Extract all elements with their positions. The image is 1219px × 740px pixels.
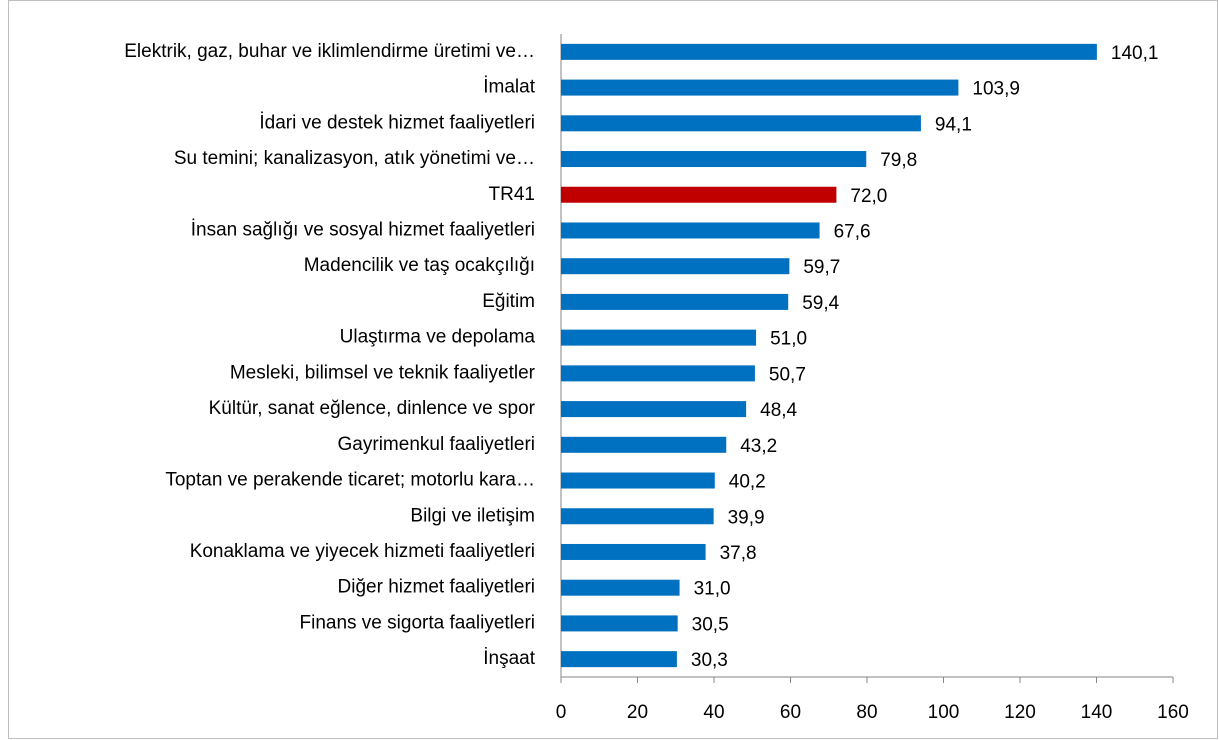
bar <box>561 651 677 668</box>
y-tick-label: Elektrik, gaz, buhar ve iklimlendirme ür… <box>124 41 535 62</box>
bar <box>561 222 820 239</box>
y-tick-label: Bilgi ve iletişim <box>410 505 535 526</box>
value-label: 103,9 <box>972 79 1020 100</box>
y-tick-label: Mesleki, bilimsel ve teknik faaliyetler <box>230 362 536 383</box>
bar <box>561 43 1097 60</box>
y-tick-label: Konaklama ve yiyecek hizmeti faaliyetler… <box>190 541 535 562</box>
value-label: 31,0 <box>694 579 731 600</box>
value-label: 50,7 <box>769 364 806 385</box>
value-label: 59,7 <box>803 257 840 278</box>
x-tick-label: 60 <box>780 702 801 723</box>
x-tick-label: 40 <box>703 702 724 723</box>
value-label: 51,0 <box>770 329 807 350</box>
bar <box>561 79 959 96</box>
y-tick-label: Gayrimenkul faaliyetleri <box>338 434 535 455</box>
value-label: 39,9 <box>728 507 765 528</box>
y-tick-label: Madencilik ve taş ocakçılığı <box>304 255 535 276</box>
value-label: 94,1 <box>935 114 972 135</box>
value-label: 40,2 <box>729 472 766 493</box>
x-tick-label: 120 <box>1004 702 1036 723</box>
y-tick-label: TR41 <box>489 184 535 205</box>
y-tick-label: İmalat <box>483 77 535 98</box>
value-label: 72,0 <box>850 186 887 207</box>
y-tick-label: Su temini; kanalizasyon, atık yönetimi v… <box>174 148 535 169</box>
bar <box>561 365 755 382</box>
value-label: 67,6 <box>834 221 871 242</box>
x-tick-label: 100 <box>928 702 960 723</box>
value-label: 30,5 <box>692 614 729 635</box>
y-tick-label: İdari ve destek hizmet faaliyetleri <box>259 112 535 133</box>
x-tick-label: 0 <box>556 702 567 723</box>
bar <box>561 293 789 310</box>
bar <box>561 472 715 489</box>
x-tick-label: 80 <box>856 702 877 723</box>
x-tick-label: 140 <box>1081 702 1113 723</box>
bar <box>561 186 837 203</box>
value-label: 30,3 <box>691 650 728 671</box>
value-label: 48,4 <box>760 400 797 421</box>
y-tick-label: Ulaştırma ve depolama <box>340 327 536 348</box>
bar <box>561 258 790 275</box>
y-tick-label: Kültür, sanat eğlence, dinlence ve spor <box>209 398 536 419</box>
x-tick-label: 20 <box>627 702 648 723</box>
bar <box>561 543 706 560</box>
y-tick-label: İnsan sağlığı ve sosyal hizmet faaliyetl… <box>191 219 535 240</box>
y-tick-label: Eğitim <box>482 291 535 312</box>
bar <box>561 401 747 418</box>
value-label: 37,8 <box>720 543 757 564</box>
y-tick-label: Diğer hizmet faaliyetleri <box>338 577 535 598</box>
y-tick-label: İnşaat <box>483 648 535 669</box>
value-label: 140,1 <box>1111 43 1159 64</box>
bar <box>561 615 678 632</box>
bar <box>561 115 921 132</box>
value-label: 43,2 <box>740 436 777 457</box>
bar <box>561 579 680 596</box>
bar <box>561 436 727 453</box>
bar <box>561 151 867 168</box>
y-tick-label: Finans ve sigorta faaliyetleri <box>300 612 536 633</box>
value-label: 59,4 <box>802 293 839 314</box>
value-label: 79,8 <box>880 150 917 171</box>
x-tick-label: 160 <box>1157 702 1189 723</box>
bar <box>561 329 757 346</box>
bar <box>561 508 714 525</box>
y-tick-label: Toptan ve perakende ticaret; motorlu kar… <box>165 470 535 491</box>
